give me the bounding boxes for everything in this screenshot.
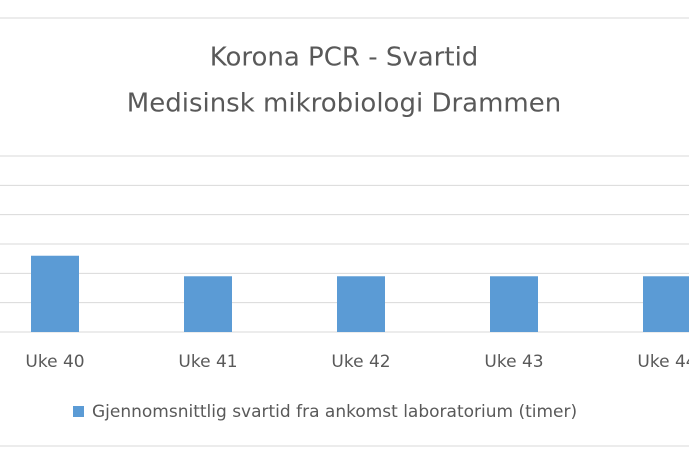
x-tick-label: Uke 41: [178, 352, 237, 372]
bar: [490, 276, 538, 332]
x-tick-label: Uke 43: [484, 352, 543, 372]
bar: [31, 255, 79, 332]
bar: [643, 276, 689, 332]
legend-label: Gjennomsnittlig svartid fra ankomst labo…: [92, 402, 577, 422]
bar: [337, 276, 385, 332]
bar: [184, 276, 232, 332]
chart-subtitle: Medisinsk mikrobiologi Drammen: [127, 89, 561, 119]
x-tick-label: Uke 42: [331, 352, 390, 372]
chart-title: Korona PCR - Svartid: [210, 43, 479, 73]
legend-swatch: [73, 406, 84, 417]
x-tick-label: Uke 40: [25, 352, 84, 372]
x-tick-label: Uke 44: [637, 352, 689, 372]
